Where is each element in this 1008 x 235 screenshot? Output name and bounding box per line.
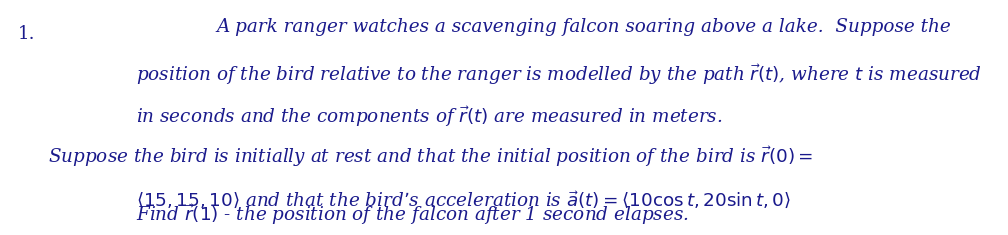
Text: A park ranger watches a scavenging falcon soaring above a lake.  Suppose the: A park ranger watches a scavenging falco… — [217, 18, 952, 36]
Text: Find $\vec{r}(1)$ - the position of the falcon after 1 second elapses.: Find $\vec{r}(1)$ - the position of the … — [136, 202, 688, 227]
Text: $\langle 15, 15, 10\rangle$ and that the bird’s acceleration is $\vec{a}(t) = \l: $\langle 15, 15, 10\rangle$ and that the… — [136, 189, 791, 210]
Text: in seconds and the components of $\vec{r}(t)$ are measured in meters.: in seconds and the components of $\vec{r… — [136, 105, 723, 129]
Text: position of the bird relative to the ranger is modelled by the path $\vec{r}(t)$: position of the bird relative to the ran… — [136, 62, 982, 87]
Text: 1.: 1. — [18, 25, 35, 43]
Text: Suppose the bird is initially at rest and that the initial position of the bird : Suppose the bird is initially at rest an… — [48, 145, 813, 169]
